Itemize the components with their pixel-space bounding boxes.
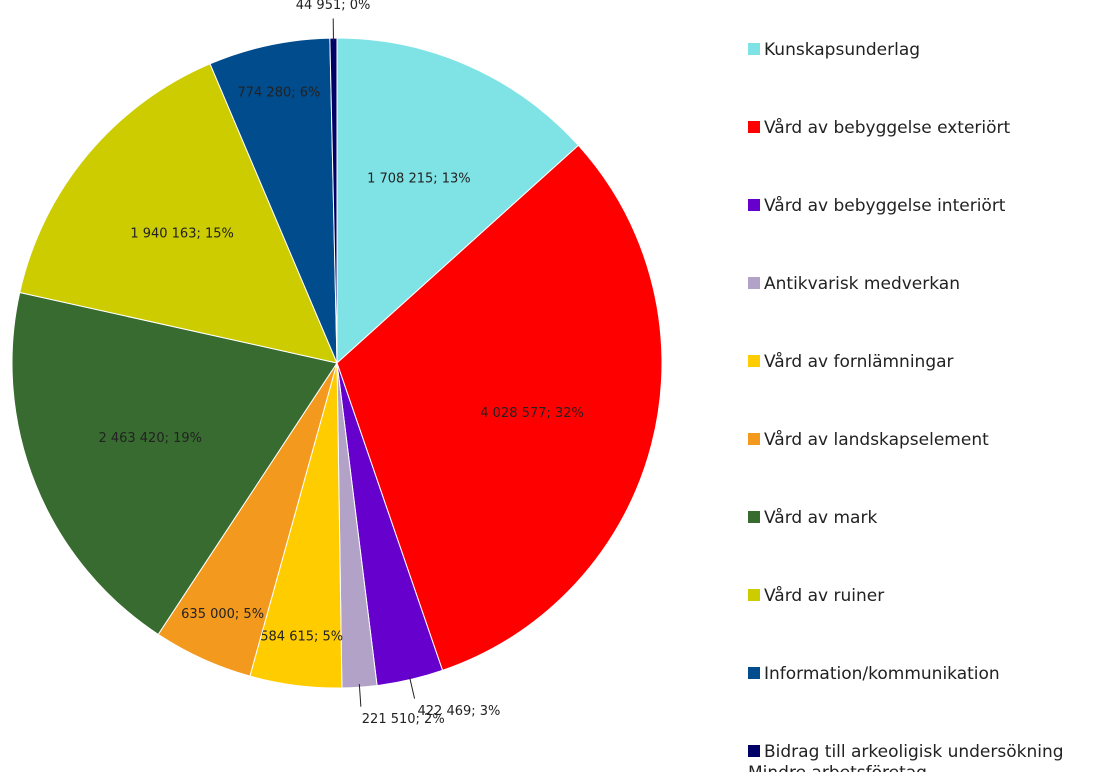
legend-item: Vård av bebyggelse exteriört — [748, 118, 1114, 139]
legend-label: Vård av bebyggelse interiört — [764, 196, 1006, 216]
data-label: 1 708 215; 13% — [367, 171, 471, 186]
legend-swatch — [748, 511, 760, 523]
data-label: 635 000; 5% — [181, 607, 264, 622]
legend-label: Vård av ruiner — [764, 586, 885, 606]
legend-item: Vård av mark — [748, 508, 1114, 529]
pie-slice — [336, 144, 663, 672]
legend-label: Vård av bebyggelse exteriört — [764, 118, 1011, 138]
data-label: 221 510; 2% — [362, 712, 445, 727]
leader-line — [408, 676, 416, 699]
pie-slice — [19, 63, 338, 364]
legend-swatch — [748, 43, 760, 55]
legend-label: Vård av mark — [764, 508, 878, 528]
data-label: 44 951; 0% — [296, 0, 371, 13]
legend-swatch — [748, 199, 760, 211]
legend-swatch — [748, 589, 760, 601]
pie-slice — [11, 291, 338, 636]
legend-item: Vård av bebyggelse interiört — [748, 196, 1114, 217]
legend-item: Information/kommunikation — [748, 664, 1114, 685]
legend-label: Antikvarisk medverkan — [764, 274, 960, 294]
data-label: 584 615; 5% — [260, 629, 343, 644]
legend-swatch — [748, 433, 760, 445]
legend-label: Kunskapsunderlag — [764, 40, 921, 60]
legend-swatch — [748, 745, 760, 757]
pie-slice — [336, 37, 580, 365]
legend-label: Information/kommunikation — [764, 664, 1000, 684]
legend-label: Vård av landskapselement — [764, 430, 989, 450]
data-label: 4 028 577; 32% — [480, 406, 584, 421]
legend-swatch — [748, 667, 760, 679]
legend-item: Vård av ruiner — [748, 586, 1114, 607]
legend-swatch — [748, 121, 760, 133]
data-label: 422 469; 3% — [418, 704, 501, 719]
chart: 1 708 215; 13%4 028 577; 32%422 469; 3%2… — [11, 0, 663, 727]
data-label: 774 280; 6% — [237, 85, 320, 100]
legend-item: Antikvarisk medverkan — [748, 274, 1114, 295]
legend-item: Kunskapsunderlag — [748, 40, 1114, 61]
legend-item: Vård av fornlämningar — [748, 352, 1114, 373]
legend-item: Bidrag till arkeoligisk undersökning Min… — [748, 742, 1114, 772]
legend-item: Vård av landskapselement — [748, 430, 1114, 451]
data-label: 1 940 163; 15% — [130, 227, 234, 242]
legend-swatch — [748, 277, 760, 289]
legend-label: Vård av fornlämningar — [764, 352, 954, 372]
legend-label: Bidrag till arkeoligisk undersökning Min… — [748, 742, 1064, 772]
data-label: 2 463 420; 19% — [98, 431, 202, 446]
leader-line — [358, 683, 362, 707]
pie-slice — [209, 37, 338, 364]
legend-swatch — [748, 355, 760, 367]
